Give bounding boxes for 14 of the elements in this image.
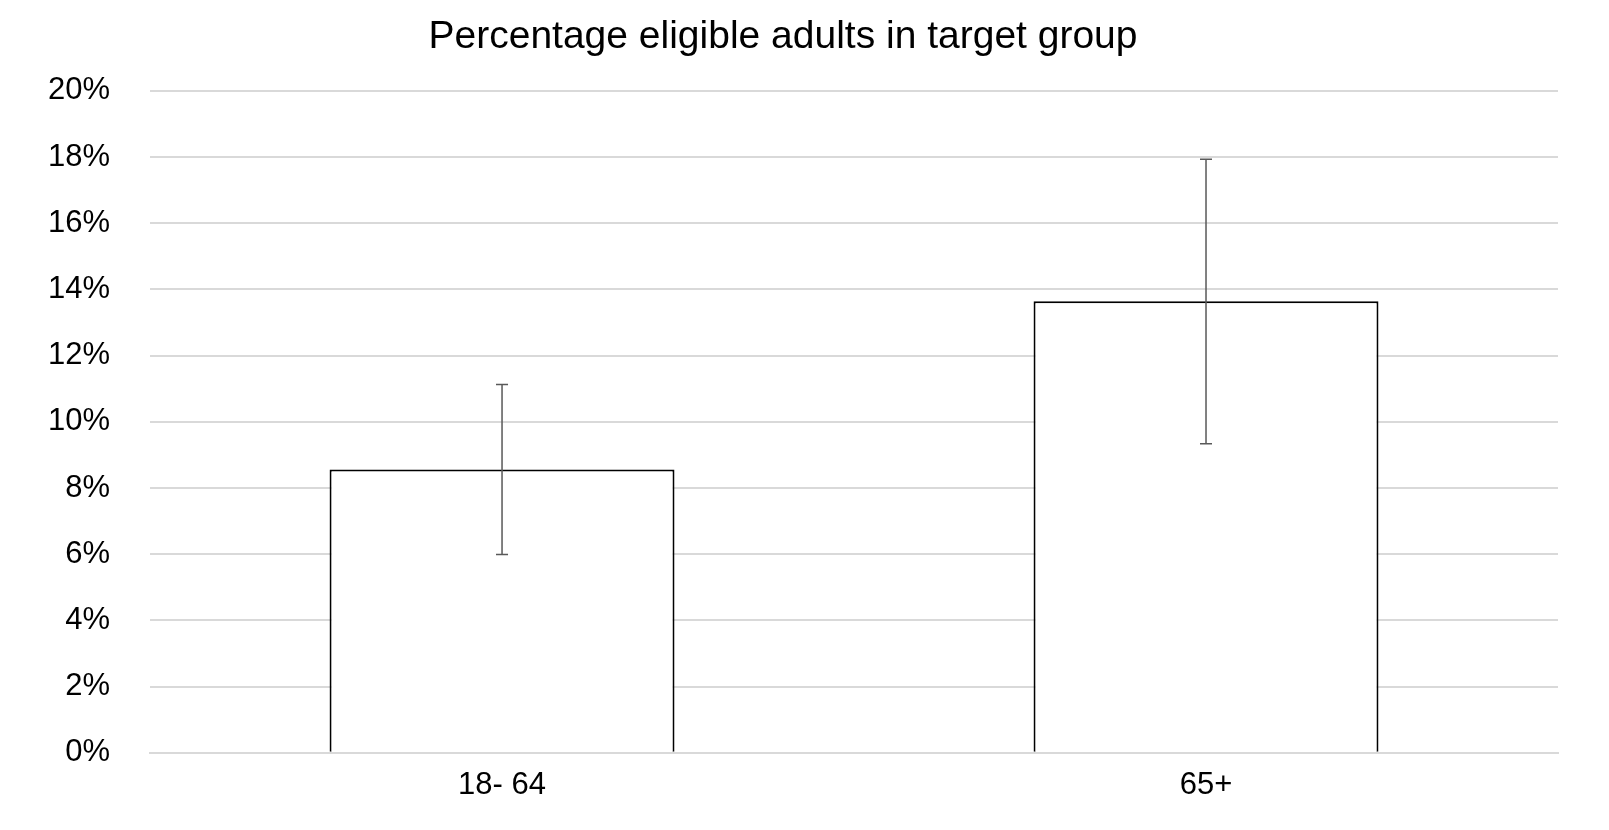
y-tick-label: 12% bbox=[48, 336, 111, 372]
x-tick-label: 18- 64 bbox=[458, 765, 546, 801]
y-tick-label: 0% bbox=[65, 733, 111, 769]
chart-title: Percentage eligible adults in target group bbox=[428, 13, 1138, 57]
x-tick-label: 65+ bbox=[1179, 765, 1233, 801]
y-tick-label: 4% bbox=[65, 600, 111, 636]
y-tick-label: 10% bbox=[48, 402, 111, 438]
y-tick-label: 20% bbox=[48, 71, 111, 107]
y-tick-label: 18% bbox=[48, 137, 111, 173]
y-tick-label: 6% bbox=[65, 534, 111, 570]
y-tick-label: 2% bbox=[65, 667, 111, 703]
y-tick-label: 14% bbox=[48, 269, 111, 305]
y-tick-label: 8% bbox=[65, 468, 111, 504]
y-tick-label: 16% bbox=[48, 203, 111, 239]
